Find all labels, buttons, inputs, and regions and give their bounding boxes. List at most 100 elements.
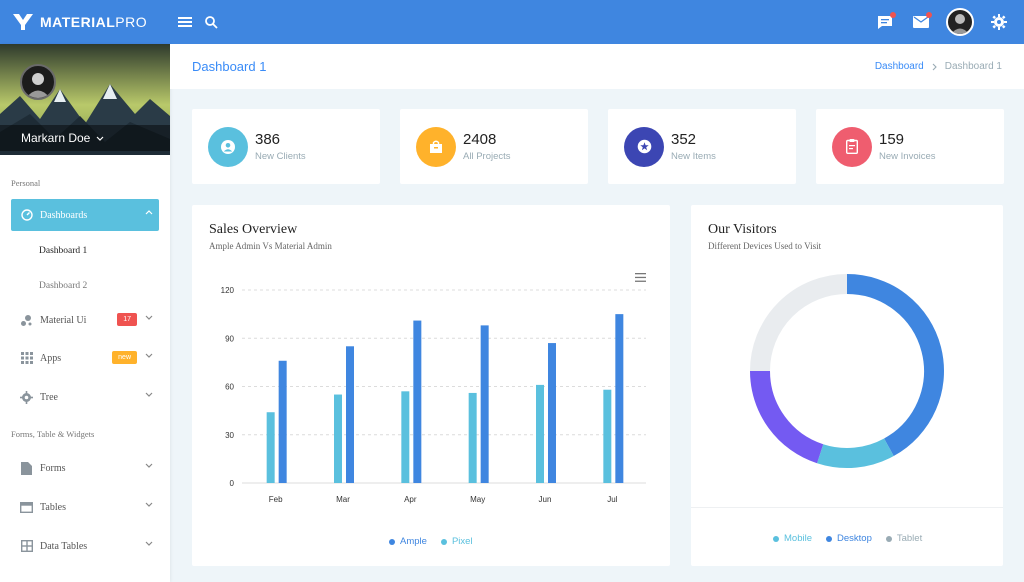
search-icon[interactable]	[200, 11, 222, 33]
sidebar-item-label: Data Tables	[40, 540, 88, 552]
bar-pixel-apr[interactable]	[401, 391, 410, 483]
sidebar-item-tree[interactable]: Tree	[11, 381, 159, 413]
sidebar-subitem-dashboard-2[interactable]: Dashboard 2	[39, 280, 88, 291]
legend-item-mobile[interactable]: Mobile	[773, 533, 812, 544]
card-title: Our Visitors	[708, 222, 777, 237]
nav-section-forms-widgets: Forms, Table & Widgets	[11, 429, 95, 439]
bag-icon	[416, 126, 456, 167]
legend-item-pixel[interactable]: Pixel	[440, 536, 473, 547]
message-icon[interactable]	[874, 11, 896, 33]
bar-ample-apr[interactable]	[413, 320, 422, 483]
stat-label: New Clients	[255, 151, 306, 162]
sidebar-item-data-tables[interactable]: Data Tables	[11, 530, 159, 562]
legend-dot	[826, 535, 832, 542]
sidebar-item-label: Material Ui	[40, 315, 87, 326]
donut-slice-desktop[interactable]	[846, 274, 944, 456]
nav-section-personal: Personal	[11, 178, 41, 188]
legend-dot	[440, 538, 447, 545]
stat-card-all-projects: 2408 All Projects	[400, 109, 588, 184]
x-tick-label: Jul	[607, 495, 617, 504]
x-tick-label: Jun	[539, 495, 552, 504]
sidebar-item-material-ui[interactable]: Material Ui 17	[11, 304, 159, 337]
legend-item-tablet[interactable]: Tablet	[885, 533, 922, 544]
chart-menu-icon[interactable]	[635, 273, 646, 282]
page-title: Dashboard 1	[192, 59, 267, 74]
gear-icon[interactable]	[988, 11, 1010, 33]
legend-label: Desktop	[837, 533, 872, 544]
bar-ample-jul[interactable]	[615, 314, 624, 483]
brand-name-bold: MATERIAL	[40, 14, 116, 30]
profile-banner: Markarn Doe	[0, 44, 170, 155]
legend-item-desktop[interactable]: Desktop	[826, 533, 872, 544]
stat-label: New Items	[671, 151, 716, 162]
table-icon	[20, 501, 33, 514]
user-icon	[208, 126, 248, 167]
card-title: Sales Overview	[209, 222, 298, 237]
profile-name-dropdown[interactable]: Markarn Doe	[0, 125, 170, 151]
chevron-right-icon	[932, 63, 937, 70]
star-icon	[624, 126, 664, 167]
chevron-down-icon	[145, 392, 153, 397]
x-tick-label: Feb	[269, 495, 283, 504]
mail-icon[interactable]	[910, 11, 932, 33]
sidebar-item-label: Tree	[40, 391, 58, 403]
chevron-down-icon	[145, 541, 153, 546]
logo-icon	[13, 14, 33, 30]
our-visitors-card: Our Visitors Different Devices Used to V…	[691, 205, 1003, 566]
profile-background	[0, 44, 170, 155]
stat-label: All Projects	[463, 151, 511, 162]
brand-name-light: PRO	[115, 14, 148, 30]
clipboard-icon	[832, 126, 872, 167]
sidebar-item-label: Tables	[40, 501, 66, 513]
bar-pixel-mar[interactable]	[334, 394, 342, 483]
chevron-down-icon	[145, 463, 153, 468]
sidebar-item-forms[interactable]: Forms	[11, 452, 159, 484]
y-tick-label: 90	[225, 334, 234, 343]
card-divider	[691, 507, 1003, 508]
profile-avatar[interactable]	[20, 64, 56, 100]
legend-dot	[773, 535, 779, 542]
stat-value: 159	[879, 131, 905, 148]
count-badge: 17	[117, 313, 137, 326]
donut-slice-other[interactable]	[750, 274, 848, 372]
y-tick-label: 30	[225, 431, 234, 440]
chevron-down-icon	[96, 136, 104, 141]
donut-slice-tablet[interactable]	[750, 370, 824, 464]
y-tick-label: 60	[225, 383, 234, 392]
legend-label: Mobile	[784, 533, 812, 544]
brand-logo[interactable]: MATERIALPRO	[0, 13, 170, 31]
sales-bar-chart: 0 30 60 90 120 Feb Mar Apr May Jun Jul	[221, 286, 646, 504]
breadcrumb-current: Dashboard 1	[944, 61, 1002, 72]
stat-card-new-invoices: 159 New Invoices	[816, 109, 1004, 184]
bar-ample-mar[interactable]	[346, 346, 354, 483]
grid-table-icon	[20, 540, 33, 553]
bar-ample-may[interactable]	[480, 325, 489, 483]
apps-grid-icon	[20, 352, 33, 365]
bar-pixel-jul[interactable]	[603, 389, 612, 483]
sidebar-item-tables[interactable]: Tables	[11, 491, 159, 523]
sidebar-subitem-dashboard-1[interactable]: Dashboard 1	[39, 245, 88, 256]
x-tick-label: Mar	[336, 495, 350, 504]
sidebar-item-apps[interactable]: Apps new	[11, 342, 159, 374]
chart-legend: Mobile Desktop Tablet	[773, 533, 922, 544]
message-notify-dot	[890, 12, 896, 18]
donut-slice-mobile[interactable]	[817, 438, 894, 468]
chevron-down-icon	[145, 502, 153, 507]
profile-name: Markarn Doe	[21, 131, 91, 145]
bar-pixel-jun[interactable]	[536, 384, 544, 483]
breadcrumb-link-dashboard[interactable]: Dashboard	[874, 61, 924, 72]
user-avatar[interactable]	[946, 8, 974, 36]
bar-pixel-may[interactable]	[468, 392, 477, 483]
sidebar-item-dashboards[interactable]: Dashboards	[11, 199, 159, 231]
legend-item-ample[interactable]: Ample	[389, 536, 427, 547]
bar-ample-jun[interactable]	[548, 343, 556, 483]
bar-pixel-feb[interactable]	[266, 412, 275, 483]
menu-icon[interactable]	[174, 11, 196, 33]
y-tick-label: 120	[221, 286, 235, 295]
bar-ample-feb[interactable]	[278, 360, 287, 483]
chevron-down-icon	[145, 353, 153, 358]
new-badge: new	[112, 351, 137, 364]
sidebar-item-label: Apps	[40, 352, 62, 364]
breadcrumb: Dashboard Dashboard 1	[875, 61, 1002, 72]
legend-dot	[389, 538, 395, 545]
